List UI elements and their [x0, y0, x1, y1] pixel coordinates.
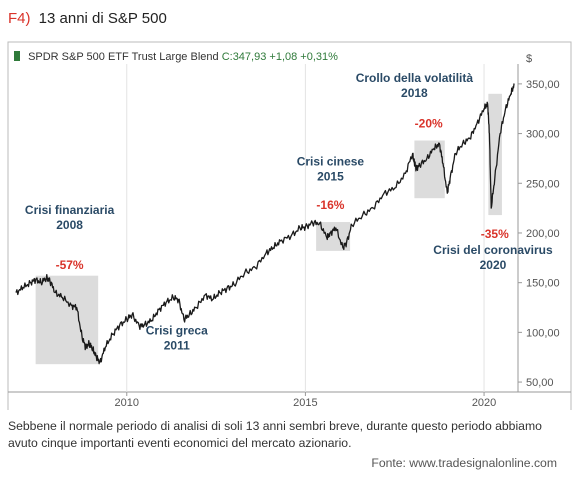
y-tick-label: 350,00 [526, 79, 560, 91]
figure-caption: Sebbene il normale periodo di analisi di… [8, 419, 542, 450]
event-label: Crisi finanziaria 2008 [25, 203, 115, 232]
y-tick-label: 150,00 [526, 278, 560, 290]
annotation-line: Crisi finanziaria [25, 203, 115, 217]
y-tick-label: 250,00 [526, 178, 560, 190]
chart-frame [7, 41, 572, 410]
shaded-crisis-region [488, 93, 502, 216]
annotation-line: -16% [316, 198, 344, 212]
annotation-line: 2018 [401, 86, 428, 100]
change-value: +1,08 +0,31% [269, 51, 338, 63]
figure-title: F4) 13 anni di S&P 500 [8, 10, 167, 27]
annotation-line: Crisi greca [146, 323, 208, 337]
y-unit-label: $ [526, 53, 532, 65]
y-tick-label: 100,00 [526, 327, 560, 339]
annotation-line: 2008 [56, 218, 83, 232]
chart-header: SPDR S&P 500 ETF Trust Large Blend C:347… [14, 51, 338, 63]
annotation-line: -35% [481, 227, 509, 241]
annotation-line: 2015 [317, 169, 344, 183]
instrument-name: SPDR S&P 500 ETF Trust Large Blend [28, 51, 219, 63]
y-tick-label: 50,00 [526, 377, 554, 389]
event-label: Crisi greca 2011 [146, 323, 208, 352]
series-marker-icon [14, 51, 20, 61]
drawdown-label: -57% [56, 258, 84, 272]
annotation-line: Crisi cinese [297, 154, 365, 168]
drawdown-label: -20% [415, 117, 443, 131]
shaded-crisis-region [35, 275, 99, 365]
annotation-line: Crollo della volatilità [356, 71, 474, 85]
x-tick-label: 2020 [472, 397, 496, 409]
y-tick-label: 200,00 [526, 228, 560, 240]
price-line [15, 83, 515, 365]
figure-title-text: 13 anni di S&P 500 [38, 10, 167, 27]
event-label: Crisi del coronavirus 2020 [433, 243, 553, 272]
x-tick-label: 2015 [293, 397, 317, 409]
chart: 2010 2015 2020 50,00 100,00 150,00 200,00 250,0… [7, 41, 572, 410]
x-tick-label: 2010 [115, 397, 139, 409]
annotation-line: -20% [415, 117, 443, 131]
annotation-line: -57% [56, 258, 84, 272]
drawdown-label: -35% [481, 227, 509, 241]
annotation-line: 2020 [480, 258, 507, 272]
drawdown-label: -16% [316, 198, 344, 212]
y-tick-label: 300,00 [526, 129, 560, 141]
figure-source: Fonte: www.tradesignalonline.com [371, 456, 557, 470]
close-value: C:347,93 [221, 51, 267, 63]
annotation-line: Crisi del coronavirus [433, 243, 553, 257]
annotation-line: 2011 [164, 338, 190, 352]
event-label: Crisi cinese 2015 [297, 154, 365, 183]
event-label: Crollo della volatilità 2018 [356, 71, 474, 100]
figure-number: F4) [8, 10, 31, 27]
